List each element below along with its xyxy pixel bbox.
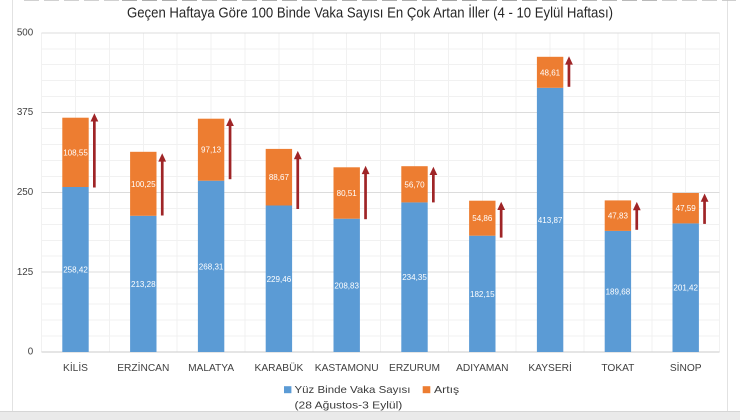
svg-text:ADIYAMAN: ADIYAMAN bbox=[456, 363, 508, 374]
svg-text:KASTAMONU: KASTAMONU bbox=[315, 363, 379, 374]
svg-text:189,68: 189,68 bbox=[606, 288, 631, 297]
svg-text:47,83: 47,83 bbox=[608, 212, 629, 221]
svg-text:KARABÜK: KARABÜK bbox=[255, 362, 304, 374]
svg-text:208,83: 208,83 bbox=[334, 281, 359, 290]
svg-text:258,42: 258,42 bbox=[63, 266, 88, 275]
svg-text:56,70: 56,70 bbox=[404, 180, 425, 189]
svg-text:108,55: 108,55 bbox=[63, 148, 88, 157]
svg-text:182,15: 182,15 bbox=[470, 290, 495, 299]
svg-text:47,59: 47,59 bbox=[676, 204, 697, 213]
svg-text:54,86: 54,86 bbox=[472, 214, 493, 223]
svg-text:125: 125 bbox=[17, 267, 34, 278]
svg-text:TOKAT: TOKAT bbox=[601, 363, 634, 374]
svg-text:SİNOP: SİNOP bbox=[670, 361, 702, 374]
svg-text:KAYSERİ: KAYSERİ bbox=[528, 361, 571, 374]
svg-text:229,46: 229,46 bbox=[267, 275, 292, 284]
svg-text:KİLİS: KİLİS bbox=[63, 361, 88, 374]
svg-text:500: 500 bbox=[17, 27, 34, 38]
svg-text:213,28: 213,28 bbox=[131, 280, 156, 289]
svg-text:234,35: 234,35 bbox=[402, 273, 427, 282]
svg-text:100,25: 100,25 bbox=[131, 180, 156, 189]
svg-text:(28 Ağustos-3 Eylül): (28 Ağustos-3 Eylül) bbox=[295, 401, 403, 412]
svg-text:Artış: Artış bbox=[434, 385, 459, 396]
svg-text:80,51: 80,51 bbox=[337, 189, 358, 198]
svg-text:413,87: 413,87 bbox=[538, 216, 563, 225]
svg-text:Yüz Binde Vaka Sayısı: Yüz Binde Vaka Sayısı bbox=[295, 385, 411, 396]
svg-text:ERZURUM: ERZURUM bbox=[389, 363, 440, 374]
svg-text:268,31: 268,31 bbox=[199, 262, 224, 271]
svg-text:MALATYA: MALATYA bbox=[188, 363, 234, 374]
svg-text:ERZİNCAN: ERZİNCAN bbox=[117, 361, 169, 374]
svg-text:88,67: 88,67 bbox=[269, 173, 290, 182]
svg-text:0: 0 bbox=[28, 347, 34, 358]
svg-text:375: 375 bbox=[17, 107, 34, 118]
svg-text:201,42: 201,42 bbox=[673, 284, 698, 293]
svg-text:48,61: 48,61 bbox=[540, 68, 561, 77]
svg-text:250: 250 bbox=[17, 187, 34, 198]
svg-text:Geçen Haftaya Göre 100 Binde V: Geçen Haftaya Göre 100 Binde Vaka Sayısı… bbox=[127, 3, 613, 21]
svg-text:97,13: 97,13 bbox=[201, 146, 222, 155]
